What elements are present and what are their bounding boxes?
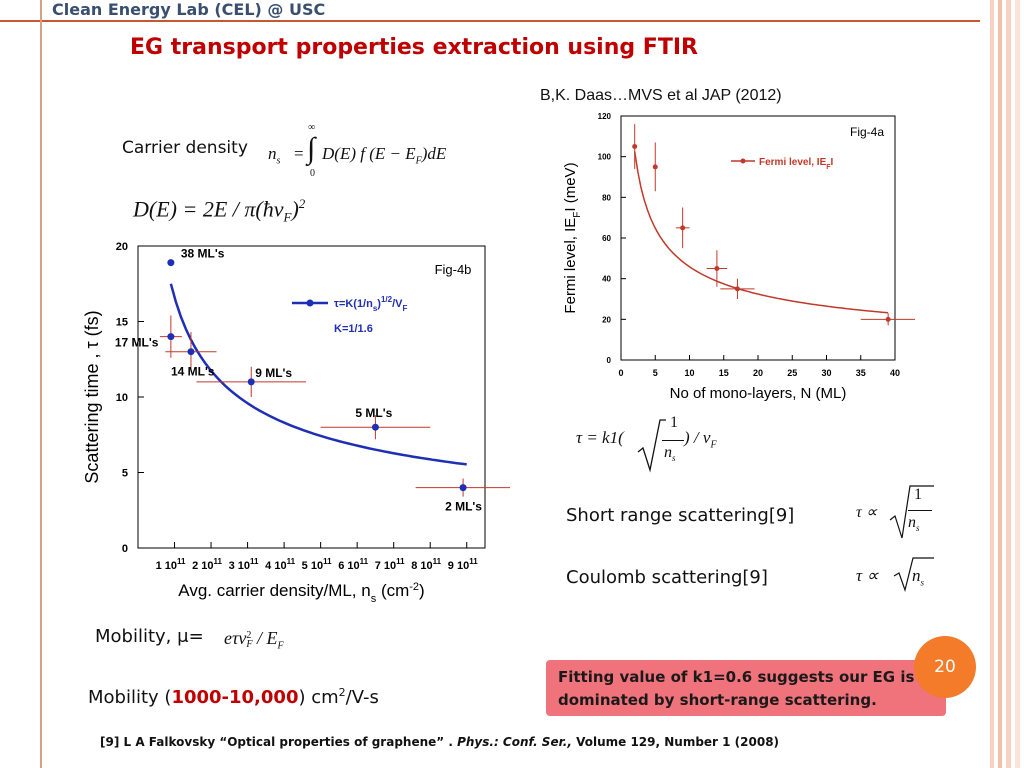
y-tick-label: 15: [116, 317, 128, 329]
data-label: 5 ML's: [355, 406, 392, 420]
data-point: [885, 316, 891, 322]
header-lab-name: Clean Energy Lab (CEL) @ USC: [52, 0, 326, 19]
plot-frame: [620, 115, 896, 361]
x-tick-label: 6 1011: [338, 557, 368, 572]
data-point: [247, 378, 255, 386]
x-tick-label: 20: [753, 368, 763, 378]
coulomb-radical: [893, 557, 934, 592]
x-tick-label: 8 1011: [411, 557, 441, 572]
y-tick-label: 120: [598, 112, 612, 121]
x-tick-label: 1 1011: [156, 557, 186, 572]
legend-marker: [740, 158, 746, 164]
data-label: 9 ML's: [255, 366, 292, 380]
plot-frame: [137, 245, 486, 549]
x-axis-label: No of mono-layers, N (ML): [670, 385, 847, 402]
short-frac-line: [908, 510, 932, 511]
data-point: [632, 144, 638, 149]
legend-k: K=1/1.6: [334, 323, 373, 335]
scattering-time-chart: 0 5 10 15 20 1 1011 2 1011 3 1011 4 1011 5 1011 6 …: [82, 241, 510, 605]
legend-label: Fermi level, IEFI: [759, 157, 834, 171]
y-tick-label: 60: [602, 234, 611, 243]
decor-stripe-1: [990, 0, 994, 768]
x-tick-label: 15: [719, 368, 729, 378]
y-tick-label: 20: [602, 315, 611, 324]
header-rule: [0, 20, 980, 22]
decor-stripe-3: [1006, 0, 1011, 768]
x-tick-label: 3 1011: [229, 557, 259, 572]
data-label: 17 ML's: [115, 336, 159, 350]
data-point: [734, 286, 740, 292]
data-point: [652, 164, 658, 170]
fermi-level-chart: 0 20 40 60 80 100 120 0 5 10 15 20 25 30 35 40 Fermi lev…: [562, 112, 915, 402]
x-tick-label: 40: [890, 368, 900, 378]
x-tick-label: 5 1011: [302, 557, 332, 572]
fig-label: Fig-4a: [850, 125, 884, 139]
data-point: [459, 484, 467, 492]
fit-curve: [633, 151, 889, 314]
data-point: [187, 348, 195, 356]
x-tick-label: 5: [653, 368, 658, 378]
y-tick-label: 80: [602, 193, 611, 202]
y-axis-label: Scattering time , τ (fs): [82, 310, 102, 483]
conclusion-text: Fitting value of k1=0.6 suggests our EG …: [558, 668, 915, 709]
short-radical: [889, 485, 934, 539]
coulomb-label: Coulomb scattering[9]: [566, 567, 768, 588]
x-tick-label: 35: [856, 368, 866, 378]
coulomb-equation: τ ∝ ns: [856, 556, 946, 596]
y-tick-label: 0: [122, 543, 128, 555]
y-tick-label: 5: [122, 468, 128, 480]
data-label: 2 ML's: [445, 500, 482, 514]
x-tick-label: 2 1011: [192, 557, 222, 572]
fig-label: Fig-4b: [435, 262, 472, 277]
y-tick-label: 20: [116, 241, 128, 253]
x-tick-label: 9 1011: [448, 557, 478, 572]
decor-stripe-4: [1015, 0, 1020, 768]
y-tick-label: 0: [607, 356, 612, 365]
mobility-label: Mobility, μ=: [95, 626, 204, 647]
dos-equation: D(E) = 2E / π(ħvF)2: [133, 196, 306, 225]
mobility-range: Mobility (1000-10,000) cm2/V-s: [88, 686, 379, 708]
data-point: [680, 225, 686, 231]
x-axis-label: Avg. carrier density/ML, ns (cm-2): [178, 581, 424, 605]
slide-title: EG transport properties extraction using…: [130, 35, 698, 60]
y-tick-label: 40: [602, 275, 611, 284]
page-number-badge: 20: [914, 636, 976, 698]
data-label: 38 ML's: [181, 247, 225, 261]
short-range-label: Short range scattering[9]: [566, 505, 795, 526]
mobility-equation: eτv 2 F / EF: [224, 628, 284, 652]
citation-top: B,K. Daas…MVS et al JAP (2012): [540, 87, 782, 104]
x-tick-label: 10: [684, 368, 694, 378]
decor-stripe-2: [998, 0, 1002, 768]
conclusion-callout: [546, 660, 946, 716]
data-point: [167, 333, 175, 341]
tau-equation: τ = k1( 1 ns ) / vF: [576, 414, 756, 478]
data-point: [371, 423, 379, 431]
data-label: 14 ML's: [171, 365, 215, 379]
tau-radical: [637, 419, 666, 473]
short-range-equation: τ ∝ 1 ns: [856, 484, 946, 544]
carrier-density-label: Carrier density: [122, 138, 248, 158]
left-rule: [40, 0, 42, 768]
fit-curve: [169, 283, 467, 466]
x-tick-label: 0: [618, 368, 623, 378]
legend-label: τ=K(1/ns)1/2/VF: [334, 295, 408, 313]
y-axis-label: Fermi level, IEFI (meV): [562, 162, 583, 313]
y-tick-label: 10: [116, 392, 128, 404]
x-tick-label: 7 1011: [375, 557, 405, 572]
x-tick-label: 25: [787, 368, 797, 378]
y-tick-label: 100: [598, 153, 612, 162]
legend-marker: [306, 299, 314, 307]
ns-equation: ns = ∞ ∫ 0 D(E) f (E − EF)dE: [268, 122, 447, 179]
data-point: [167, 259, 175, 267]
x-tick-label: 30: [821, 368, 831, 378]
reference: [9] L A Falkovsky “Optical properties of…: [100, 735, 780, 749]
data-point: [714, 266, 720, 271]
tau-frac-line: [662, 440, 684, 441]
x-tick-label: 4 1011: [265, 557, 295, 572]
